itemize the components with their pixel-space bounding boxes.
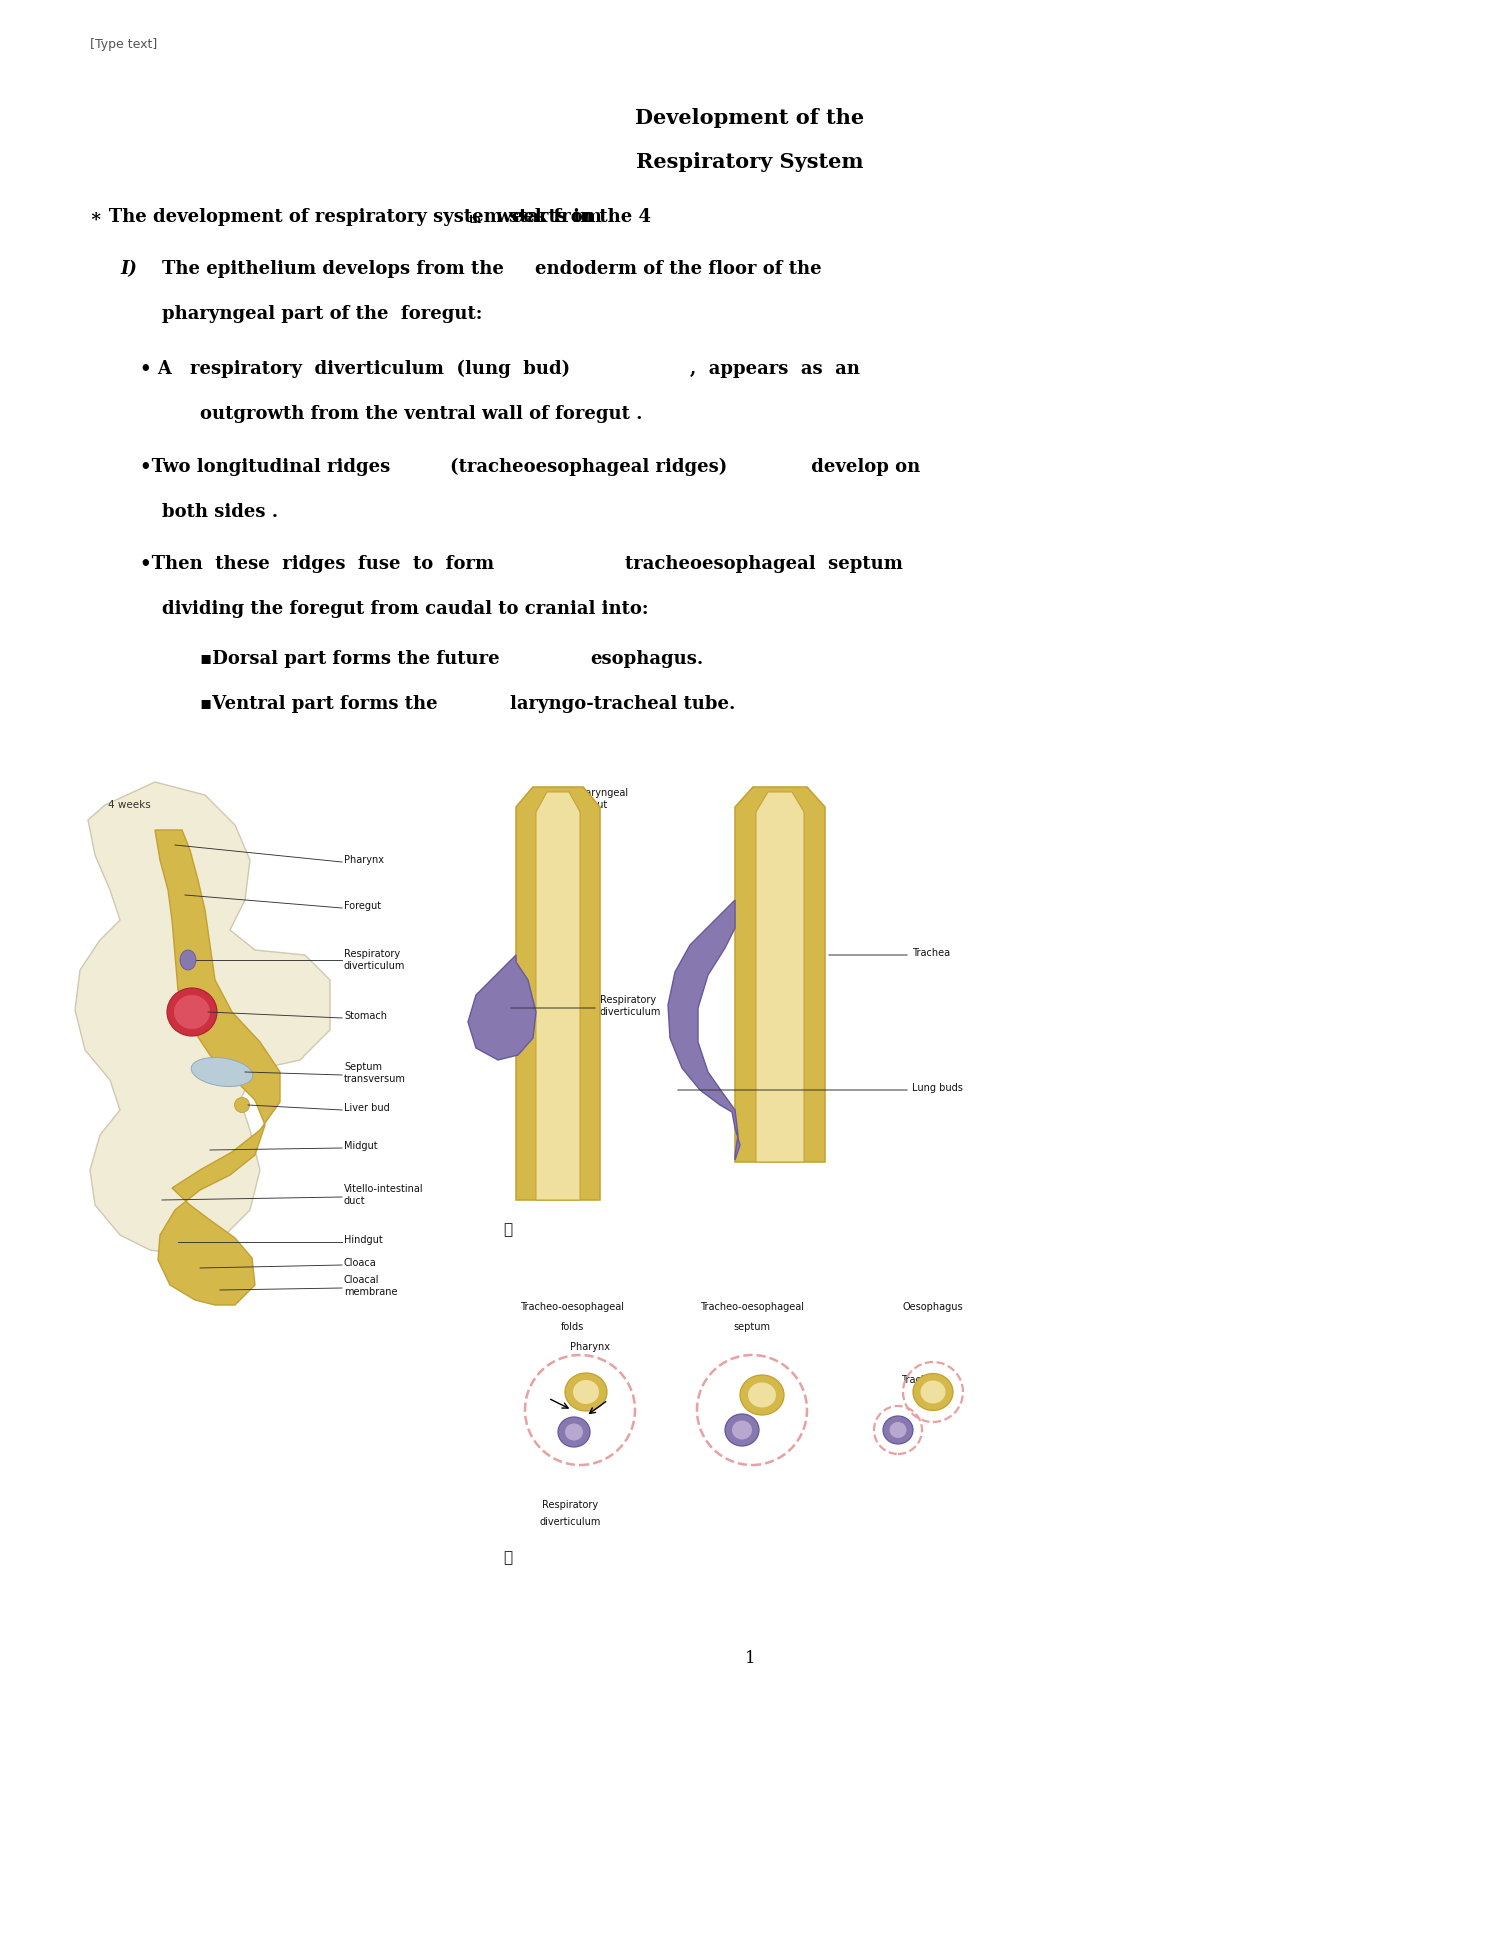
Ellipse shape — [566, 1423, 584, 1441]
Text: Septum
transversum: Septum transversum — [344, 1062, 406, 1084]
Text: Pharynx: Pharynx — [344, 854, 384, 864]
Text: develop on: develop on — [806, 458, 921, 476]
Text: ▪Ventral part forms the: ▪Ventral part forms the — [200, 695, 444, 713]
Ellipse shape — [732, 1420, 752, 1439]
Text: I): I) — [120, 260, 136, 278]
Text: The epithelium develops from the: The epithelium develops from the — [162, 260, 510, 278]
Ellipse shape — [890, 1422, 906, 1437]
Ellipse shape — [748, 1383, 776, 1408]
Ellipse shape — [190, 1058, 254, 1086]
Text: Trachea: Trachea — [912, 948, 950, 957]
Ellipse shape — [921, 1381, 945, 1404]
Text: Lung buds: Lung buds — [912, 1084, 963, 1093]
Polygon shape — [668, 899, 740, 1159]
Ellipse shape — [573, 1381, 598, 1404]
Text: tracheoesophageal  septum: tracheoesophageal septum — [626, 555, 903, 573]
Text: (tracheoesophageal ridges): (tracheoesophageal ridges) — [450, 458, 728, 476]
Text: th: th — [468, 214, 482, 225]
Text: Trachea: Trachea — [902, 1375, 939, 1385]
Text: week from :: week from : — [490, 208, 615, 225]
Text: outgrowth from the ventral wall of foregut .: outgrowth from the ventral wall of foreg… — [200, 406, 642, 423]
Text: folds: folds — [561, 1323, 584, 1332]
Ellipse shape — [166, 988, 218, 1035]
Ellipse shape — [558, 1418, 590, 1447]
Text: Respiratory System: Respiratory System — [636, 151, 864, 173]
Text: Midgut: Midgut — [344, 1142, 378, 1152]
Text: Respiratory: Respiratory — [542, 1499, 598, 1511]
Text: Cloacal
membrane: Cloacal membrane — [344, 1276, 398, 1297]
Text: Cloaca: Cloaca — [344, 1258, 376, 1268]
Text: Tracheo-oesophageal: Tracheo-oesophageal — [700, 1301, 804, 1313]
Polygon shape — [154, 829, 280, 1305]
Text: Hindgut: Hindgut — [344, 1235, 382, 1245]
Text: laryngo-tracheal tube.: laryngo-tracheal tube. — [510, 695, 735, 713]
Text: 1: 1 — [744, 1651, 756, 1666]
Text: ,  appears  as  an: , appears as an — [690, 359, 859, 379]
Text: septum: septum — [734, 1323, 771, 1332]
Text: diverticulum: diverticulum — [540, 1517, 600, 1526]
Text: Respiratory
diverticulum: Respiratory diverticulum — [600, 994, 662, 1018]
Polygon shape — [756, 792, 804, 1161]
Text: •Then  these  ridges  fuse  to  form: •Then these ridges fuse to form — [140, 555, 513, 573]
Text: Vitello-intestinal
duct: Vitello-intestinal duct — [344, 1185, 423, 1206]
Text: Pharyngeal
foregut: Pharyngeal foregut — [573, 788, 628, 810]
Text: Pharynx: Pharynx — [570, 1342, 610, 1352]
Text: [Type text]: [Type text] — [90, 39, 158, 50]
Text: ▪Dorsal part forms the future: ▪Dorsal part forms the future — [200, 651, 506, 668]
Ellipse shape — [174, 994, 210, 1029]
Text: dividing the foregut from caudal to cranial into:: dividing the foregut from caudal to cran… — [162, 600, 648, 618]
Text: Stomach: Stomach — [344, 1012, 387, 1021]
Text: ∗ The development of respiratory system starts in the 4: ∗ The development of respiratory system … — [90, 208, 651, 225]
Text: Oesophagus: Oesophagus — [903, 1301, 963, 1313]
Text: respiratory  diverticulum  (lung  bud): respiratory diverticulum (lung bud) — [190, 359, 570, 379]
Text: Liver bud: Liver bud — [344, 1103, 390, 1113]
Ellipse shape — [566, 1373, 608, 1412]
Text: • A: • A — [140, 359, 184, 379]
Ellipse shape — [180, 950, 196, 969]
Text: Tracheo-oesophageal: Tracheo-oesophageal — [520, 1301, 624, 1313]
Text: both sides .: both sides . — [162, 503, 278, 520]
Text: 4 weeks: 4 weeks — [108, 800, 150, 810]
Text: Foregut: Foregut — [344, 901, 381, 911]
Polygon shape — [516, 787, 600, 1200]
Polygon shape — [735, 787, 825, 1161]
Ellipse shape — [914, 1373, 952, 1410]
Text: endoderm of the floor of the: endoderm of the floor of the — [536, 260, 822, 278]
Ellipse shape — [724, 1414, 759, 1447]
Ellipse shape — [234, 1097, 249, 1113]
Ellipse shape — [740, 1375, 784, 1416]
Polygon shape — [468, 955, 536, 1060]
Text: pharyngeal part of the  foregut:: pharyngeal part of the foregut: — [162, 305, 483, 322]
Text: Ⓑ: Ⓑ — [504, 1550, 513, 1565]
Text: Development of the: Development of the — [636, 109, 864, 128]
Polygon shape — [75, 783, 330, 1255]
Text: Ⓐ: Ⓐ — [504, 1223, 513, 1237]
Polygon shape — [536, 792, 580, 1200]
Text: esophagus.: esophagus. — [590, 651, 703, 668]
Text: Respiratory
diverticulum: Respiratory diverticulum — [344, 950, 405, 971]
Text: •Two longitudinal ridges: •Two longitudinal ridges — [140, 458, 396, 476]
Ellipse shape — [884, 1416, 914, 1445]
